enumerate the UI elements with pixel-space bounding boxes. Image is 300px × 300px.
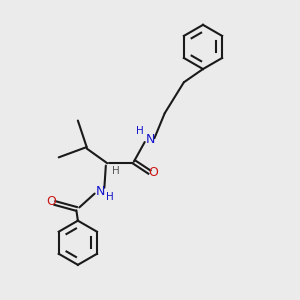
Text: H: H	[112, 167, 120, 176]
Text: O: O	[46, 195, 56, 208]
Text: H: H	[136, 126, 144, 136]
Text: H: H	[106, 191, 114, 202]
Text: O: O	[148, 166, 158, 178]
Text: N: N	[145, 133, 155, 146]
Text: N: N	[95, 185, 105, 198]
